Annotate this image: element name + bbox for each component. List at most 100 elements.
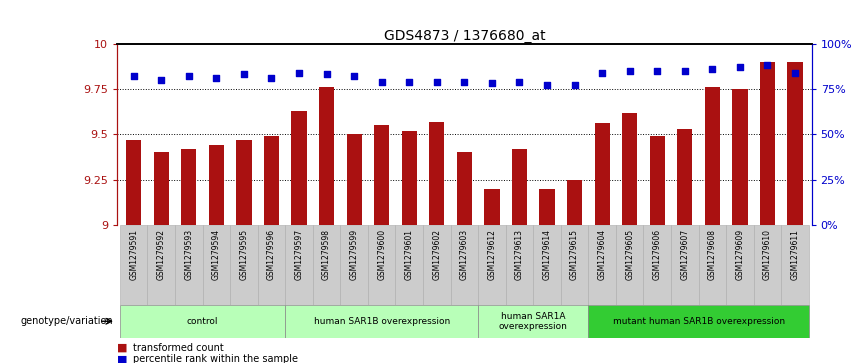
Bar bbox=[181, 149, 196, 225]
Bar bbox=[643, 225, 671, 305]
Text: GSM1279611: GSM1279611 bbox=[791, 229, 799, 280]
Bar bbox=[760, 62, 775, 225]
Point bbox=[347, 73, 361, 79]
Text: genotype/variation: genotype/variation bbox=[20, 316, 113, 326]
Text: GSM1279606: GSM1279606 bbox=[653, 229, 661, 280]
Text: GSM1279615: GSM1279615 bbox=[570, 229, 579, 280]
Text: GSM1279601: GSM1279601 bbox=[404, 229, 414, 280]
Bar bbox=[705, 87, 720, 225]
Text: GSM1279593: GSM1279593 bbox=[184, 229, 194, 280]
Point bbox=[595, 70, 609, 76]
Bar bbox=[148, 225, 175, 305]
Bar bbox=[512, 149, 527, 225]
Bar bbox=[787, 62, 803, 225]
Bar bbox=[727, 225, 753, 305]
Bar bbox=[292, 111, 306, 225]
Bar bbox=[236, 140, 252, 225]
Bar bbox=[202, 225, 230, 305]
Point bbox=[760, 62, 774, 68]
Point bbox=[127, 73, 141, 79]
Point bbox=[293, 70, 306, 76]
Text: GSM1279605: GSM1279605 bbox=[625, 229, 635, 280]
Text: transformed count: transformed count bbox=[133, 343, 224, 353]
Bar bbox=[699, 225, 727, 305]
Point bbox=[485, 81, 499, 86]
Text: human SAR1B overexpression: human SAR1B overexpression bbox=[313, 317, 450, 326]
Text: mutant human SAR1B overexpression: mutant human SAR1B overexpression bbox=[613, 317, 785, 326]
Bar bbox=[258, 225, 286, 305]
Point bbox=[155, 77, 168, 83]
Bar bbox=[589, 305, 809, 338]
Bar bbox=[753, 225, 781, 305]
Text: GSM1279604: GSM1279604 bbox=[598, 229, 607, 280]
Text: GSM1279602: GSM1279602 bbox=[432, 229, 441, 280]
Point bbox=[182, 73, 196, 79]
Point bbox=[265, 75, 279, 81]
Bar bbox=[533, 225, 561, 305]
Text: GSM1279608: GSM1279608 bbox=[708, 229, 717, 280]
Text: ■: ■ bbox=[117, 354, 128, 363]
Point bbox=[622, 68, 636, 74]
Bar bbox=[120, 225, 148, 305]
Bar bbox=[430, 122, 444, 225]
Bar bbox=[264, 136, 279, 225]
Bar bbox=[589, 225, 616, 305]
Point bbox=[375, 79, 389, 85]
Point bbox=[650, 68, 664, 74]
Point bbox=[540, 82, 554, 88]
Bar bbox=[209, 145, 224, 225]
Point bbox=[512, 79, 526, 85]
Bar bbox=[286, 305, 478, 338]
Text: GSM1279600: GSM1279600 bbox=[378, 229, 386, 280]
Bar bbox=[484, 189, 499, 225]
Bar bbox=[126, 140, 141, 225]
Bar bbox=[374, 125, 389, 225]
Title: GDS4873 / 1376680_at: GDS4873 / 1376680_at bbox=[384, 29, 545, 42]
Bar bbox=[154, 152, 169, 225]
Bar bbox=[286, 225, 312, 305]
Point bbox=[733, 64, 746, 70]
Bar bbox=[567, 180, 582, 225]
Bar bbox=[368, 225, 396, 305]
Point bbox=[319, 72, 333, 77]
Bar bbox=[649, 136, 665, 225]
Bar bbox=[478, 225, 506, 305]
Text: percentile rank within the sample: percentile rank within the sample bbox=[133, 354, 298, 363]
Point bbox=[706, 66, 720, 72]
Bar bbox=[733, 89, 747, 225]
Bar bbox=[423, 225, 450, 305]
Bar bbox=[622, 113, 637, 225]
Text: GSM1279596: GSM1279596 bbox=[267, 229, 276, 280]
Text: GSM1279597: GSM1279597 bbox=[294, 229, 304, 280]
Bar bbox=[175, 225, 202, 305]
Text: human SAR1A
overexpression: human SAR1A overexpression bbox=[499, 311, 568, 331]
Bar bbox=[616, 225, 643, 305]
Text: control: control bbox=[187, 317, 219, 326]
Bar bbox=[450, 225, 478, 305]
Text: GSM1279607: GSM1279607 bbox=[681, 229, 689, 280]
Text: GSM1279594: GSM1279594 bbox=[212, 229, 220, 280]
Bar bbox=[595, 123, 609, 225]
Point bbox=[457, 79, 471, 85]
Text: GSM1279603: GSM1279603 bbox=[460, 229, 469, 280]
Text: GSM1279612: GSM1279612 bbox=[488, 229, 496, 280]
Text: GSM1279609: GSM1279609 bbox=[735, 229, 745, 280]
Text: GSM1279591: GSM1279591 bbox=[129, 229, 138, 280]
Bar bbox=[677, 129, 693, 225]
Text: GSM1279599: GSM1279599 bbox=[350, 229, 358, 280]
Text: GSM1279614: GSM1279614 bbox=[542, 229, 551, 280]
Text: GSM1279592: GSM1279592 bbox=[157, 229, 166, 280]
Bar bbox=[312, 225, 340, 305]
Text: ■: ■ bbox=[117, 343, 128, 353]
Bar bbox=[340, 225, 368, 305]
Bar bbox=[457, 152, 472, 225]
Point bbox=[430, 79, 444, 85]
Text: GSM1279598: GSM1279598 bbox=[322, 229, 331, 280]
Point bbox=[788, 70, 802, 76]
Point bbox=[568, 82, 582, 88]
Point bbox=[237, 72, 251, 77]
Bar bbox=[396, 225, 423, 305]
Point bbox=[678, 68, 692, 74]
Bar bbox=[230, 225, 258, 305]
Bar bbox=[540, 189, 555, 225]
